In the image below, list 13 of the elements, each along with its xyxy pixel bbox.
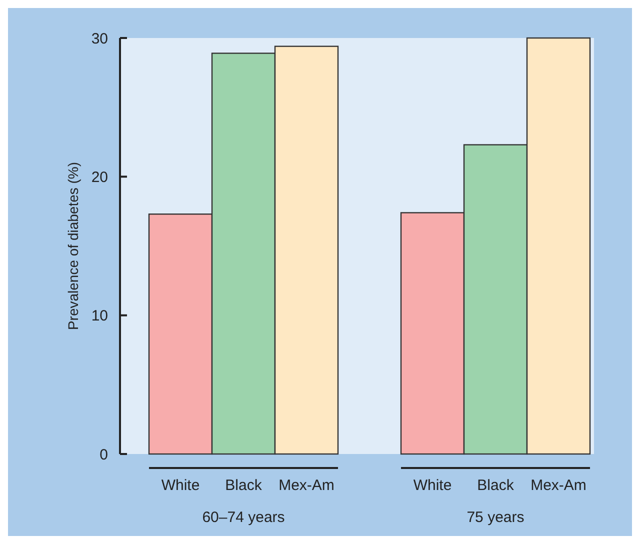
y-axis-title: Prevalence of diabetes (%) [65,162,81,330]
x-tick-label: Black [477,477,514,494]
x-tick-label: White [413,477,452,494]
y-tick-label: 0 [100,446,108,464]
x-tick-label: Black [225,477,262,494]
x-tick-label: Mex-Am [530,477,586,494]
text: 60–74 years [202,509,285,526]
x-tick-label: White [161,477,200,494]
y-tick-label: 10 [91,308,108,325]
text: 75 years [466,509,524,526]
x-tick-label: Mex-Am [278,477,334,494]
y-tick-label: 30 [91,30,108,48]
y-tick-label: 20 [91,168,108,186]
